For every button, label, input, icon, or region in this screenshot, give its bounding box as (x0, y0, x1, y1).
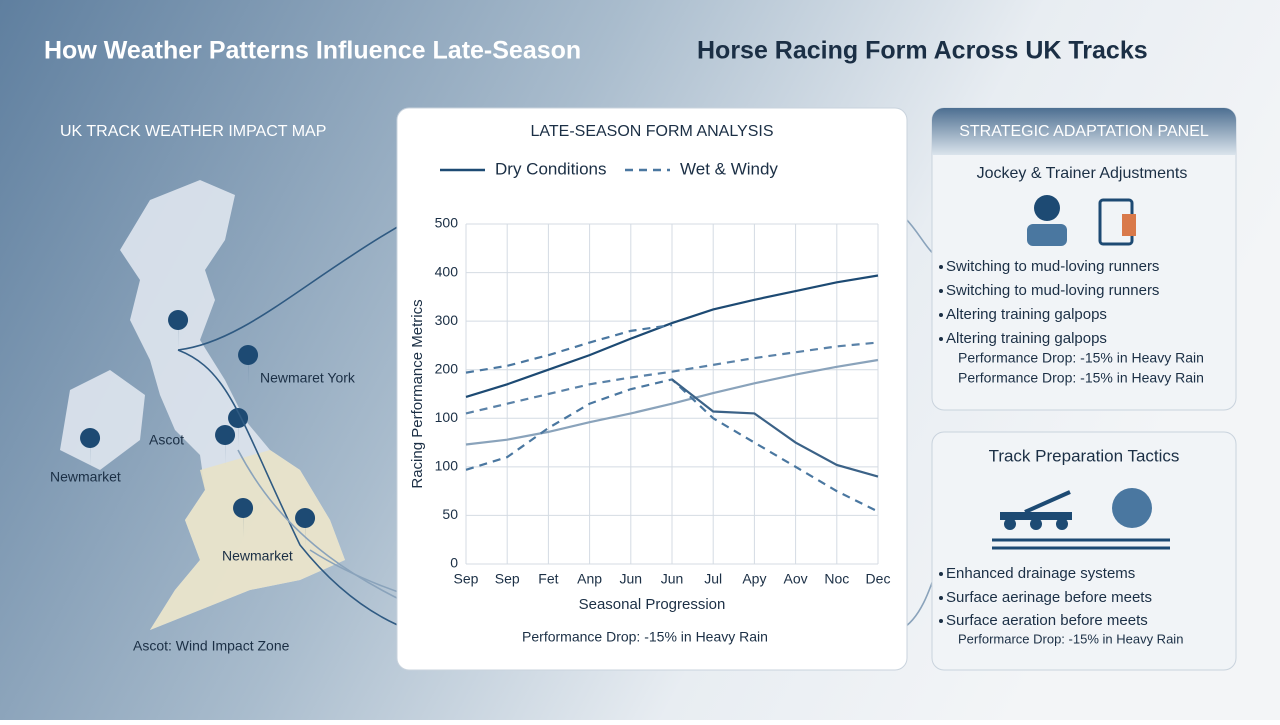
y-tick-label: 400 (435, 263, 459, 279)
panel-item: Altering training galpops (946, 330, 1107, 347)
x-tick-label: Aov (784, 571, 808, 587)
england-region (150, 450, 345, 630)
panel-item: Switching to mud-loving runners (946, 282, 1159, 299)
pin (168, 310, 189, 350)
y-tick-label: 50 (442, 506, 458, 522)
x-tick-label: Jun (661, 571, 684, 587)
series-line (465, 323, 673, 374)
series-line (671, 378, 879, 478)
map-label: Ascot (149, 432, 184, 448)
series-line (465, 341, 879, 415)
x-tick-label: Fet (538, 571, 558, 587)
x-tick-label: Jun (620, 571, 643, 587)
pin (238, 345, 259, 385)
y-tick-label: 100 (435, 409, 459, 425)
x-tick-label: Noc (824, 571, 849, 587)
bullets (939, 265, 943, 623)
panel-note: Performarce Drop: -15% in Heavy Rain (958, 631, 1183, 646)
panel-title: STRATEGIC ADAPTATION PANEL (959, 123, 1209, 140)
series-line (465, 358, 879, 446)
map-label: Newmarket (222, 548, 293, 564)
panel-item: Enhanced drainage systems (946, 565, 1135, 582)
panel-note: Performance Drop: -15% in Heavy Rain (958, 370, 1204, 386)
title-part2: Horse Racing Form Across UK Tracks (697, 37, 1148, 65)
map-label: Newmaret York (260, 370, 356, 386)
legend-label: Wet & Windy (680, 159, 778, 178)
pin (80, 428, 101, 468)
clipboard-icon (1098, 198, 1136, 246)
x-axis-label: Seasonal Progression (579, 596, 726, 613)
y-tick-label: 100 (435, 458, 459, 474)
x-tick-label: Jul (704, 571, 722, 587)
panel-title: Track Preparation Tactics (989, 446, 1180, 465)
panel-item: Surface aerinage before meets (946, 589, 1152, 606)
y-axis-label: Racing Performance Metrics (409, 299, 426, 488)
map-pins (80, 310, 316, 548)
y-tick-label: 0 (450, 555, 458, 571)
track-panel (931, 431, 1237, 671)
jockey-icon (1027, 195, 1067, 246)
panel-item: Switching to mud-loving runners (946, 258, 1159, 275)
map-label: Ascot: Wind Impact Zone (133, 638, 290, 654)
pin (215, 425, 236, 465)
panel-header (932, 108, 1236, 155)
y-tick-label: 300 (435, 312, 459, 328)
chart-panel (396, 107, 908, 671)
panel-item: Altering training galpops (946, 306, 1107, 323)
annotation: Performance Drop: -15% in Heavy Rain (522, 629, 768, 645)
y-tick-label: 200 (435, 360, 459, 376)
pin (295, 508, 316, 548)
x-tick-label: Sep (495, 571, 520, 587)
track-icons (992, 488, 1170, 550)
map-title: UK TRACK WEATHER IMPACT MAP (60, 123, 326, 140)
series-line (465, 274, 879, 398)
x-tick-label: Apy (742, 571, 766, 587)
x-tick-label: Dec (866, 571, 891, 587)
panel-note: Performance Drop: -15% in Heavy Rain (958, 350, 1204, 366)
title-part1: How Weather Patterns Influence Late-Seas… (44, 37, 581, 65)
x-tick-label: Anp (577, 571, 602, 587)
x-tick-label: Sep (454, 571, 479, 587)
panel-item: Surface aeration before meets (946, 612, 1148, 629)
legend-label: Dry Conditions (495, 159, 607, 178)
chart-title: LATE-SEASON FORM ANALYSIS (530, 123, 773, 140)
pin (233, 498, 254, 538)
map-label: Newmarket (50, 469, 121, 485)
ireland-map (60, 370, 145, 470)
pin (228, 408, 249, 448)
y-tick-label: 500 (435, 215, 459, 231)
panel-subtitle: Jockey & Trainer Adjustments (977, 165, 1188, 182)
